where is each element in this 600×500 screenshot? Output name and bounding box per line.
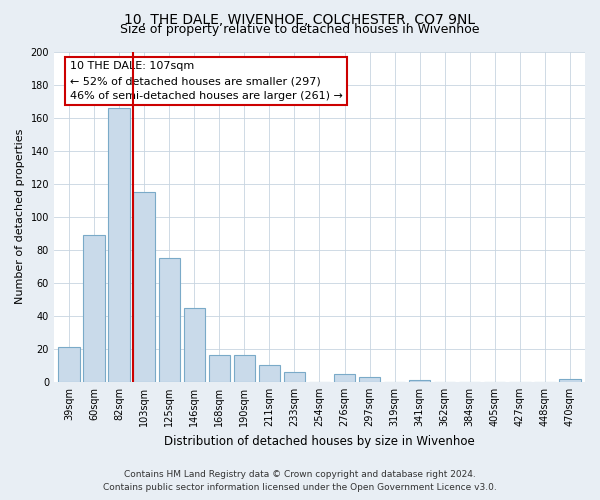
Text: 10 THE DALE: 107sqm
← 52% of detached houses are smaller (297)
46% of semi-detac: 10 THE DALE: 107sqm ← 52% of detached ho…: [70, 62, 343, 101]
Bar: [259, 366, 280, 382]
Bar: [284, 372, 305, 382]
Text: 10, THE DALE, WIVENHOE, COLCHESTER, CO7 9NL: 10, THE DALE, WIVENHOE, COLCHESTER, CO7 …: [124, 12, 476, 26]
Bar: [233, 356, 255, 382]
Bar: [409, 380, 430, 382]
Bar: [359, 377, 380, 382]
Bar: [109, 108, 130, 382]
Bar: [133, 192, 155, 382]
Text: Size of property relative to detached houses in Wivenhoe: Size of property relative to detached ho…: [120, 22, 480, 36]
Bar: [83, 235, 104, 382]
Bar: [184, 308, 205, 382]
Text: Contains HM Land Registry data © Crown copyright and database right 2024.
Contai: Contains HM Land Registry data © Crown c…: [103, 470, 497, 492]
Y-axis label: Number of detached properties: Number of detached properties: [15, 129, 25, 304]
Bar: [334, 374, 355, 382]
Bar: [209, 356, 230, 382]
Bar: [158, 258, 180, 382]
Bar: [559, 378, 581, 382]
Bar: [58, 347, 80, 382]
X-axis label: Distribution of detached houses by size in Wivenhoe: Distribution of detached houses by size …: [164, 434, 475, 448]
